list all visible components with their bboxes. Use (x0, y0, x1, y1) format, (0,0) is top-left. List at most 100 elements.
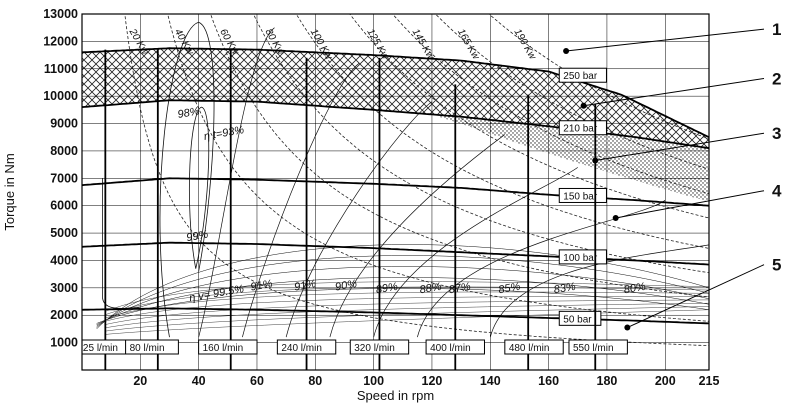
efficiency-isoline (285, 101, 433, 338)
x-tick-label: 100 (363, 374, 384, 388)
low-torque-curve (105, 306, 709, 332)
volumetric-efficiency-curve (96, 244, 709, 330)
region-callouts: 1 2 3 4 5 (563, 20, 782, 331)
efficiency-label: 91% (250, 278, 274, 294)
efficiency-isoline (329, 134, 506, 338)
volumetric-efficiency-curve (96, 255, 709, 328)
power-curve (167, 14, 709, 322)
x-tick-label: 20 (133, 374, 147, 388)
y-tick-label: 8000 (50, 144, 78, 158)
efficiency-label: 91% (293, 278, 317, 294)
x-tick-label: 180 (597, 374, 618, 388)
region-number: 1 (772, 20, 781, 39)
pressure-label: 210 bar (563, 124, 598, 135)
region-number: 2 (772, 69, 781, 88)
intermittent-region (82, 48, 709, 149)
pressure-line (82, 307, 709, 325)
power-curve (295, 14, 709, 249)
callout-dot (563, 47, 570, 54)
flow-label-box (198, 339, 258, 355)
flow-lines: 25 l/min 80 l/min 160 l/min 240 l/min 320 l/… (82, 49, 628, 370)
flow-label: 160 l/min (203, 343, 244, 354)
efficiency-label: 85% (497, 281, 521, 297)
x-tick-label: 120 (422, 374, 443, 388)
callout-line (627, 264, 765, 329)
flow-label: 80 l/min (130, 343, 165, 354)
y-axis-title: Torque in Nm (2, 153, 17, 230)
pressure-label-box (558, 67, 607, 83)
x-tick-label: 160 (538, 374, 559, 388)
y-tick-label: 7000 (50, 171, 78, 185)
flow-label: 400 l/min (430, 343, 471, 354)
x-tick-label: 215 (699, 374, 720, 388)
y-tick-label: 1000 (50, 336, 78, 350)
efficiency-label: 90% (334, 278, 358, 294)
callout-dot (624, 324, 631, 331)
pressure-label: 50 bar (563, 314, 592, 325)
efficiency-isoline (198, 27, 275, 338)
x-tick-label: 40 (192, 374, 206, 388)
x-tick-label: 200 (655, 374, 676, 388)
volumetric-efficiency-curve (96, 277, 709, 326)
y-tick-label: 3000 (50, 281, 78, 295)
power-curve (252, 14, 709, 274)
flow-label: 320 l/min (354, 343, 395, 354)
efficiency-label: 89% (375, 281, 399, 297)
y-tick-label: 10000 (43, 89, 78, 103)
callout-line (566, 28, 765, 52)
flow-label-box (276, 339, 337, 355)
efficiency-label: 88% (419, 281, 443, 297)
power-curve (210, 14, 709, 298)
pressure-line (82, 47, 709, 139)
efficiency-label: η t=93% (203, 124, 245, 143)
flow-label: 550 l/min (573, 343, 614, 354)
high-speed-region (431, 114, 709, 202)
efficiency-isoline (242, 63, 360, 338)
callout-dot (592, 157, 599, 164)
flow-label-box (125, 339, 179, 355)
efficiency-isoline (417, 199, 666, 338)
volumetric-efficiency-curve (96, 266, 709, 327)
y-tick-label: 5000 (50, 226, 78, 240)
flow-label-box (425, 339, 485, 355)
x-tick-label: 60 (250, 374, 264, 388)
callout-dot (612, 215, 619, 222)
plot-frame (81, 13, 710, 371)
y-tick-label: 13000 (43, 7, 78, 21)
flow-label-box (504, 339, 564, 355)
power-label: 165 Kw (455, 27, 482, 62)
y-tick-label: 11000 (44, 62, 78, 76)
y-tick-label: 9000 (50, 117, 78, 131)
callout-line (583, 77, 765, 107)
y-tick-label: 6000 (50, 199, 78, 213)
y-tick-label: 12000 (43, 34, 78, 48)
efficiency-label: 98% (177, 105, 201, 121)
power-curve (392, 14, 709, 194)
flow-label: 25 l/min (83, 343, 118, 354)
power-curve (349, 14, 709, 219)
x-axis-title: Speed in rpm (357, 388, 434, 403)
flow-label: 240 l/min (281, 343, 322, 354)
efficiency-label: 99% (185, 229, 209, 245)
pressure-line (82, 241, 709, 266)
callout-line (615, 190, 765, 219)
region-number: 4 (772, 182, 782, 201)
x-tick-label: 140 (480, 374, 501, 388)
y-tick-label: 4000 (50, 253, 78, 267)
efficiency-loop-93 (189, 106, 210, 269)
efficiency-label: 87% (448, 281, 472, 297)
region-number: 5 (772, 256, 781, 275)
flow-label: 480 l/min (509, 343, 550, 354)
efficiency-label: 83% (553, 281, 577, 297)
axes: 20 40 60 80 100 120 140 160 180 200 215 1000 2000 300… (2, 7, 719, 403)
volumetric-loop (102, 178, 141, 309)
pressure-label: 100 bar (563, 253, 598, 264)
x-tick-label: 80 (308, 374, 322, 388)
low-torque-curve (105, 302, 709, 329)
callout-line (595, 132, 765, 162)
power-curve (434, 14, 709, 170)
power-label: 190 Kw (512, 27, 539, 62)
flow-label-box (349, 339, 410, 355)
y-tick-label: 2000 (50, 308, 78, 322)
